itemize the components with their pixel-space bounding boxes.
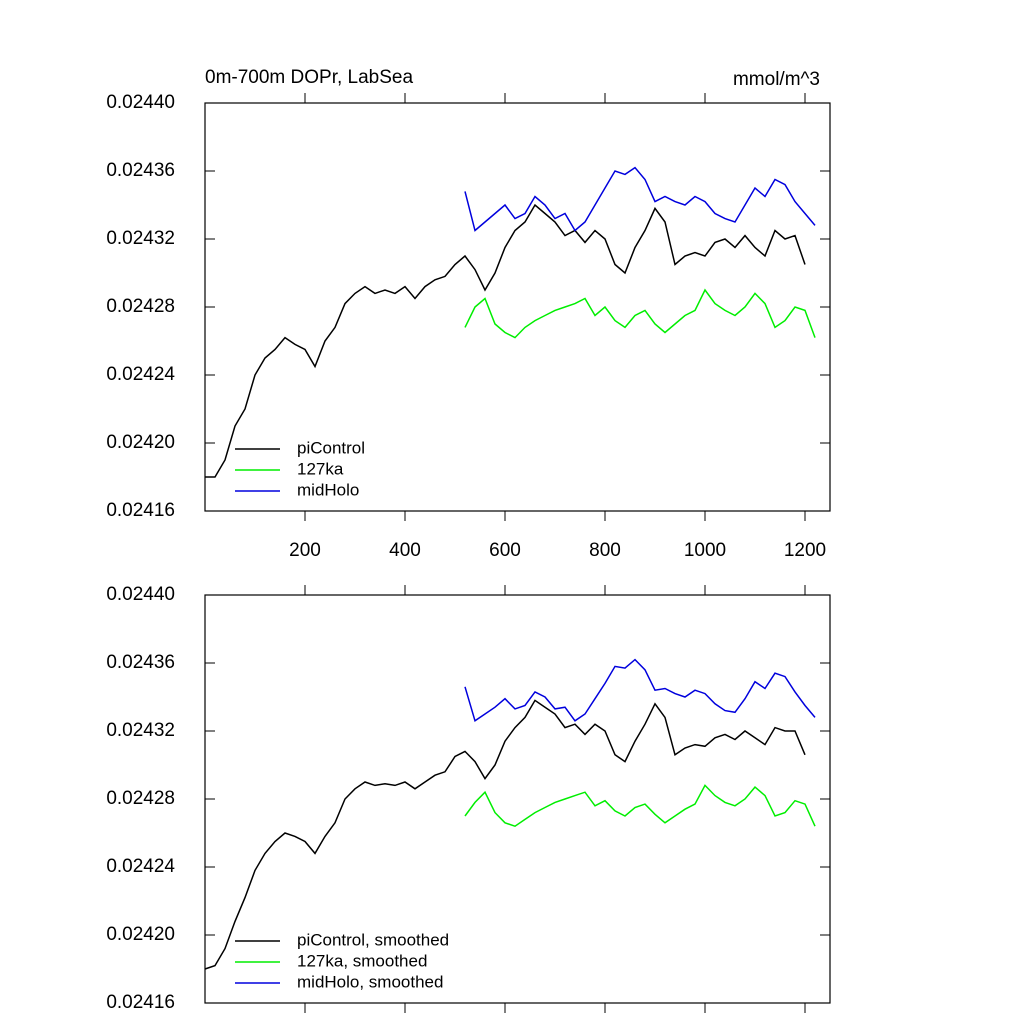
y-tick-label: 0.02440: [106, 92, 175, 113]
y-tick-label: 0.02436: [106, 652, 175, 673]
x-tick-label: 600: [489, 540, 521, 561]
units-label: mmol/m^3: [733, 69, 820, 90]
legend-label: piControl, smoothed: [297, 930, 449, 949]
series-line: [205, 203, 806, 478]
series-line: [464, 166, 816, 232]
y-tick-label: 0.02416: [106, 992, 175, 1013]
legend-label: midHolo, smoothed: [297, 972, 443, 991]
series-line: [464, 658, 816, 722]
series-line: [464, 288, 816, 339]
legend-label: midHolo: [297, 480, 359, 499]
series-line: [464, 784, 816, 828]
y-tick-label: 0.02432: [106, 228, 175, 249]
y-tick-label: 0.02424: [106, 364, 175, 385]
series-line: [204, 699, 806, 970]
x-tick-label: 200: [289, 540, 321, 561]
y-tick-label: 0.02440: [106, 584, 175, 605]
chart-title: 0m-700m DOPr, LabSea: [205, 67, 413, 88]
y-tick-label: 0.02428: [106, 296, 175, 317]
y-tick-label: 0.02428: [106, 788, 175, 809]
y-tick-label: 0.02420: [106, 924, 175, 945]
y-tick-label: 0.02432: [106, 720, 175, 741]
legend-label: 127ka: [297, 459, 344, 478]
y-tick-label: 0.02436: [106, 160, 175, 181]
y-tick-label: 0.02420: [106, 432, 175, 453]
x-tick-label: 1000: [684, 540, 726, 561]
legend-label: 127ka, smoothed: [297, 951, 427, 970]
y-tick-label: 0.02424: [106, 856, 175, 877]
x-tick-label: 800: [589, 540, 621, 561]
x-tick-label: 400: [389, 540, 421, 561]
x-tick-label: 1200: [784, 540, 826, 561]
y-tick-label: 0.02416: [106, 500, 175, 521]
legend-label: piControl: [297, 438, 365, 457]
